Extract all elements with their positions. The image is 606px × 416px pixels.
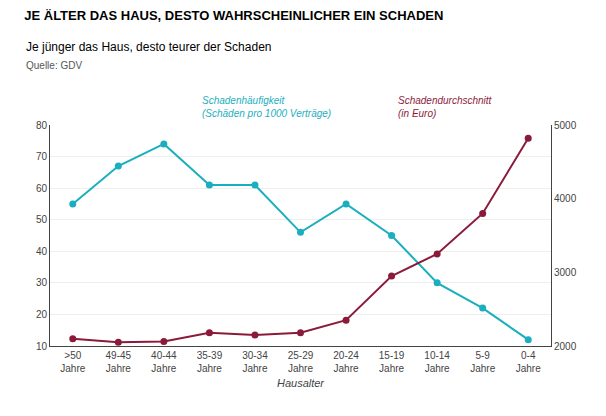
svg-text:>50Jahre: >50Jahre	[60, 350, 85, 374]
svg-text:50: 50	[36, 214, 48, 225]
svg-text:49-45Jahre: 49-45Jahre	[106, 350, 132, 374]
svg-text:Schadendurchschnitt(in Euro): Schadendurchschnitt(in Euro)	[398, 95, 493, 119]
svg-text:80: 80	[36, 120, 48, 131]
svg-text:Schadenhäufigkeit(Schäden pro: Schadenhäufigkeit(Schäden pro 1000 Vertr…	[202, 95, 331, 119]
svg-text:5-9Jahre: 5-9Jahre	[470, 350, 495, 374]
svg-text:40-44Jahre: 40-44Jahre	[151, 350, 177, 374]
svg-text:20: 20	[36, 309, 48, 320]
svg-text:0-4Jahre: 0-4Jahre	[516, 350, 541, 374]
svg-text:3000: 3000	[554, 267, 577, 278]
svg-text:Je jünger das Haus, desto teur: Je jünger das Haus, desto teurer der Sch…	[26, 40, 271, 54]
svg-text:JE ÄLTER DAS HAUS, DESTO WAHRS: JE ÄLTER DAS HAUS, DESTO WAHRSCHEINLICHE…	[24, 8, 443, 23]
svg-text:20-24Jahre: 20-24Jahre	[333, 350, 359, 374]
svg-text:30-34Jahre: 30-34Jahre	[242, 350, 268, 374]
svg-text:10-14Jahre: 10-14Jahre	[424, 350, 450, 374]
svg-text:60: 60	[36, 183, 48, 194]
svg-text:15-19Jahre: 15-19Jahre	[379, 350, 405, 374]
svg-text:30: 30	[36, 277, 48, 288]
svg-text:35-39Jahre: 35-39Jahre	[197, 350, 223, 374]
svg-text:2000: 2000	[554, 341, 577, 352]
svg-text:25-29Jahre: 25-29Jahre	[288, 350, 314, 374]
svg-text:70: 70	[36, 151, 48, 162]
svg-text:Quelle: GDV: Quelle: GDV	[26, 60, 82, 71]
svg-text:10: 10	[36, 341, 48, 352]
svg-text:5000: 5000	[554, 120, 577, 131]
svg-text:Hausalter: Hausalter	[277, 377, 325, 389]
svg-text:40: 40	[36, 246, 48, 257]
svg-text:4000: 4000	[554, 193, 577, 204]
